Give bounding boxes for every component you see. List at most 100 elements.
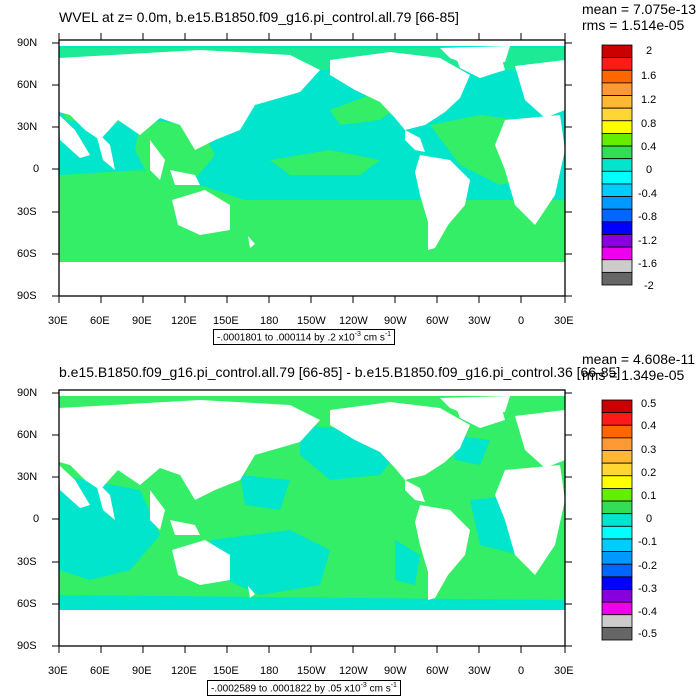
- colorbar-swatch: [601, 488, 633, 502]
- colorbar-label: -2: [644, 280, 654, 292]
- lat-label: 30N: [17, 471, 38, 483]
- lon-label: 90E: [132, 665, 152, 677]
- colorbar-swatch: [601, 437, 633, 451]
- lon-label: 90W: [384, 315, 407, 327]
- colorbar-swatch: [601, 626, 633, 641]
- colorbar-swatch: [601, 576, 633, 590]
- colorbar-swatch: [601, 221, 633, 235]
- lon-label: 30W: [468, 315, 491, 327]
- colorbar-swatch: [601, 57, 633, 71]
- panel2-mean: mean = 4.608e-11: [582, 351, 695, 367]
- colorbar-swatch: [601, 412, 633, 426]
- land-masses: [59, 396, 565, 600]
- colorbar-label: -1.6: [638, 258, 657, 270]
- colorbar-swatch: [601, 271, 633, 286]
- lat-label: 60N: [17, 429, 38, 441]
- colorbar-swatch: [601, 170, 633, 185]
- colorbar-swatch: [601, 525, 633, 540]
- colorbar-swatch: [601, 44, 633, 59]
- colorbar-swatch: [601, 120, 633, 134]
- panel1-contour-range: -.0001801 to .000114 by .2 x10-3 cm s-1: [213, 329, 396, 346]
- colorbar-swatch: [601, 601, 633, 616]
- colorbar-swatch: [601, 589, 633, 603]
- lon-label: 0: [518, 315, 525, 327]
- colorbar-swatch: [601, 196, 633, 210]
- colorbar-label: 1.2: [641, 94, 657, 106]
- colorbar-label: 0.2: [641, 467, 657, 479]
- colorbar-swatch: [601, 399, 633, 414]
- colorbar-label: -0.8: [638, 211, 657, 223]
- panel1-title: WVEL at z= 0.0m, b.e15.B1850.f09_g16.pi_…: [59, 9, 459, 25]
- lon-label: 90W: [384, 665, 407, 677]
- colorbar-swatch: [601, 133, 633, 147]
- panel1-map: [52, 33, 572, 303]
- colorbar-swatch: [601, 183, 633, 197]
- colorbar-swatch: [601, 538, 633, 552]
- land-masses: [59, 46, 565, 250]
- lon-label: 0: [518, 665, 525, 677]
- colorbar-swatch: [601, 145, 633, 160]
- colorbar-swatch: [601, 450, 633, 464]
- colorbar-swatch: [601, 246, 633, 261]
- panel2-title: b.e15.B1850.f09_g16.pi_control.all.79 [6…: [59, 364, 621, 380]
- colorbar-label: -0.1: [638, 536, 657, 548]
- colorbar-swatch: [601, 551, 633, 565]
- lat-label: 60S: [17, 248, 37, 260]
- colorbar-swatch: [601, 500, 633, 515]
- lon-label: 30E: [554, 315, 574, 327]
- lon-label: 180: [260, 315, 279, 327]
- lon-label: 60W: [426, 315, 449, 327]
- colorbar-swatch: [601, 475, 633, 489]
- panel2-contour-range: -.0002589 to .0001822 by .05 x10-3 cm s-…: [207, 680, 401, 697]
- lat-label: 0: [33, 513, 40, 525]
- lon-label: 150E: [213, 315, 239, 327]
- lat-label: 90S: [17, 640, 37, 652]
- panel1-mean: mean = 7.075e-13: [582, 1, 697, 17]
- colorbar-swatch: [601, 158, 633, 172]
- panel1-frame: [58, 39, 566, 297]
- colorbar-label: -0.4: [638, 606, 657, 618]
- panel2-map: [52, 389, 572, 653]
- lat-label: 30S: [17, 556, 37, 568]
- lat-label: 90N: [17, 387, 38, 399]
- colorbar-label: 0: [646, 164, 653, 176]
- lon-label: 180: [260, 665, 279, 677]
- lon-label: 90E: [132, 315, 152, 327]
- lon-label: 30W: [468, 665, 491, 677]
- panel2-frame: [58, 389, 566, 647]
- colorbar-label: -0.5: [638, 628, 657, 640]
- colorbar-swatch: [601, 259, 633, 273]
- colorbar-label: -0.2: [638, 560, 657, 572]
- colorbar-label: 2: [646, 45, 653, 57]
- colorbar-swatch: [601, 208, 633, 223]
- lon-label: 60E: [90, 665, 110, 677]
- lon-label: 30E: [554, 665, 574, 677]
- colorbar-swatch: [601, 424, 633, 439]
- colorbar-swatch: [601, 95, 633, 109]
- colorbar-swatch: [601, 107, 633, 122]
- lon-label: 60W: [426, 665, 449, 677]
- colorbar-label: 0.5: [641, 398, 657, 410]
- lon-label: 30E: [48, 665, 68, 677]
- lon-label: 120W: [339, 315, 368, 327]
- colorbar-swatch: [601, 82, 633, 96]
- panel1-rms: rms = 1.514e-05: [582, 17, 685, 33]
- colorbar-label: 0.3: [641, 444, 657, 456]
- colorbar-swatch: [601, 234, 633, 248]
- colorbar-label: -0.4: [638, 188, 657, 200]
- lat-label: 90S: [17, 290, 37, 302]
- lon-label: 150E: [213, 665, 239, 677]
- colorbar-label: 0.1: [641, 490, 657, 502]
- lon-label: 30E: [48, 315, 68, 327]
- panel1-colorbar: [601, 44, 633, 286]
- lon-label: 120E: [171, 665, 197, 677]
- lat-label: 60S: [17, 598, 37, 610]
- colorbar-label: 0: [646, 513, 653, 525]
- colorbar-label: -1.2: [638, 235, 657, 247]
- colorbar-swatch: [601, 563, 633, 578]
- colorbar-swatch: [601, 614, 633, 628]
- colorbar-swatch: [601, 69, 633, 84]
- lon-label: 120E: [171, 315, 197, 327]
- colorbar-swatch: [601, 462, 633, 477]
- colorbar-label: 1.6: [641, 70, 657, 82]
